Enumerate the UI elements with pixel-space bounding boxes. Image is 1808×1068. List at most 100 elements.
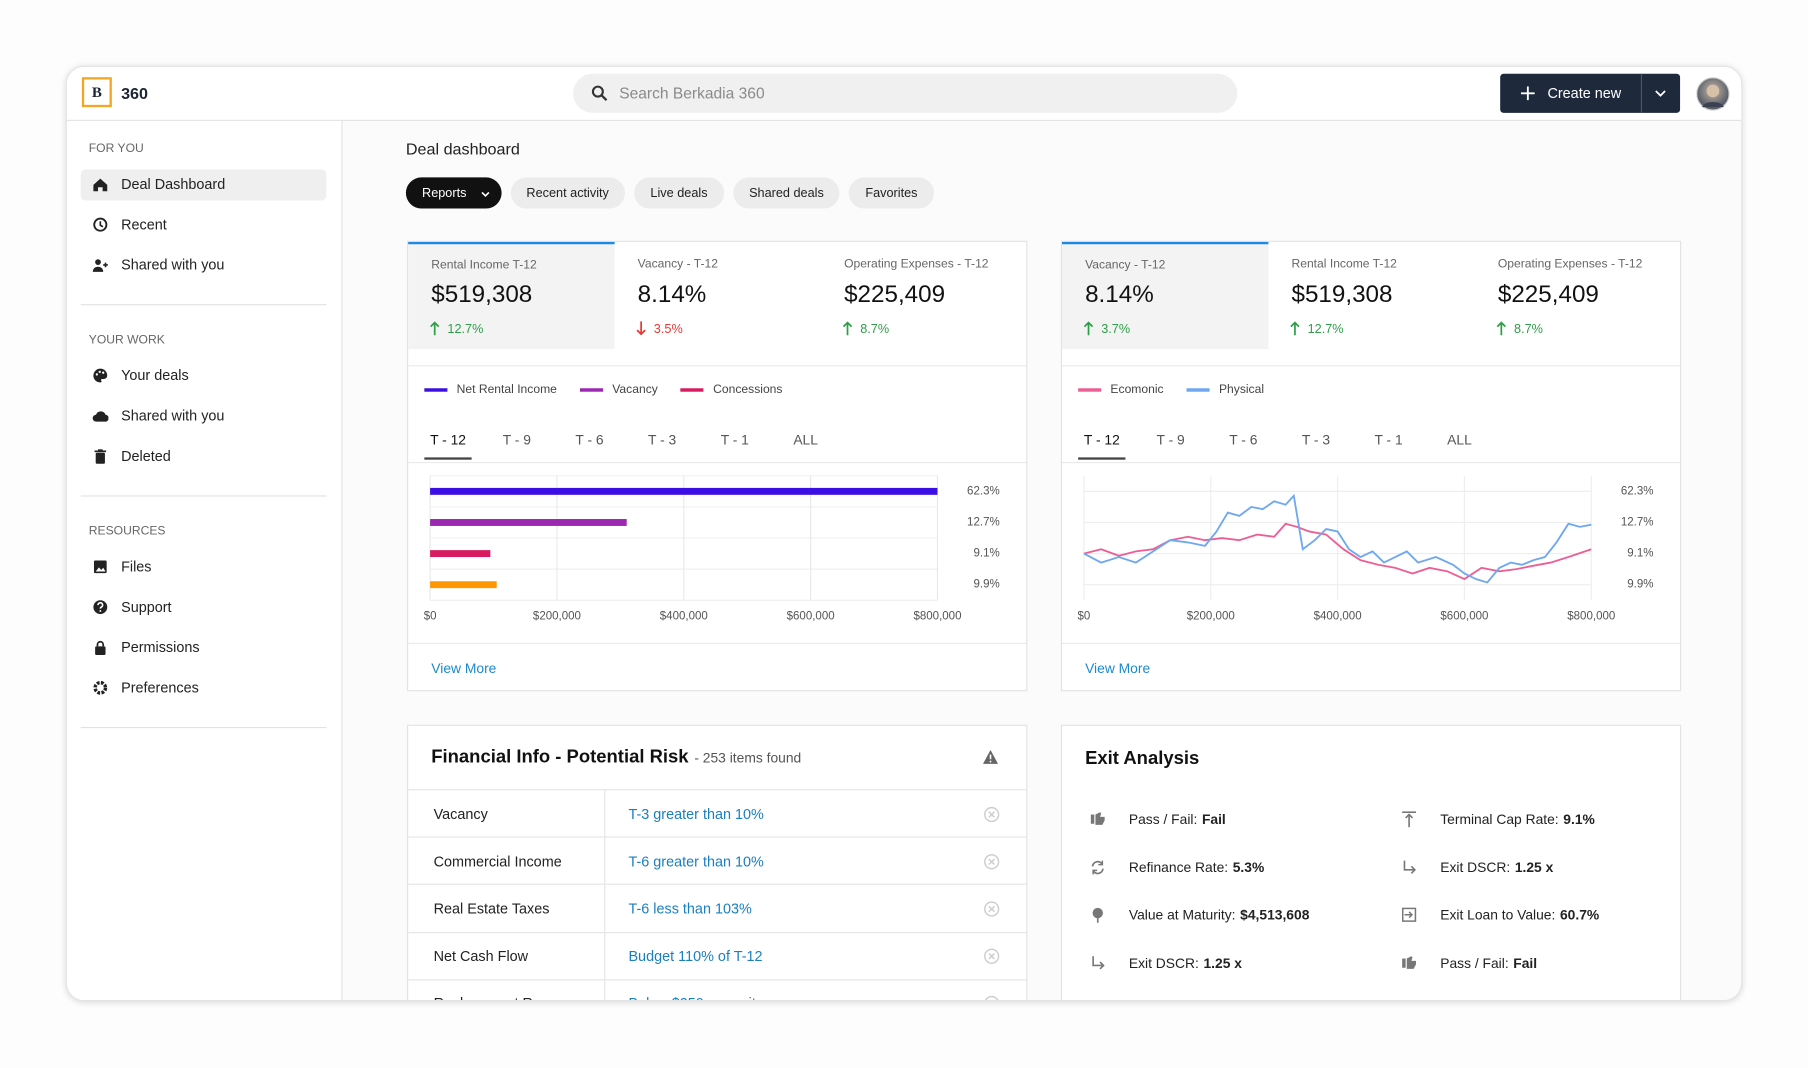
period-tab[interactable]: ALL	[793, 432, 818, 449]
kpi-cell: Vacancy - T-12 8.14% 3.5%	[615, 242, 821, 349]
period-tab[interactable]: T - 6	[1229, 432, 1258, 449]
legend: Ecomonic Physical	[1078, 381, 1264, 397]
app-window: B 360 Search Berkadia 360 Create new Dea…	[65, 65, 1743, 1002]
nav-label: Preferences	[121, 679, 199, 696]
nav-item[interactable]: Files	[81, 551, 327, 582]
period-tab[interactable]: T - 3	[1301, 432, 1331, 449]
nav-item[interactable]: Shared with you	[81, 400, 327, 431]
exit-value: Fail	[1201, 811, 1226, 828]
exit-icon	[1091, 860, 1104, 875]
period-tab[interactable]: T - 12	[430, 432, 466, 449]
legend-swatch	[680, 387, 704, 392]
period-tab[interactable]: T - 9	[1156, 432, 1185, 449]
exit-label: Value at Maturity:	[1128, 907, 1236, 924]
trend-arrow	[636, 321, 646, 336]
nav-item[interactable]: Deleted	[81, 441, 327, 472]
nav-label: Support	[121, 599, 172, 616]
risk-rule[interactable]: T-3 greater than 10%	[628, 805, 764, 823]
divider	[1062, 365, 1681, 367]
exit-value: 5.3%	[1232, 859, 1265, 876]
filter-chip[interactable]: Recent activity	[510, 177, 626, 209]
risk-rule[interactable]: T-6 greater than 10%	[628, 853, 764, 870]
nav-label: Deal Dashboard	[121, 176, 226, 193]
period-tab[interactable]: ALL	[1447, 432, 1472, 449]
period-tab[interactable]: T - 3	[648, 432, 677, 449]
exit-label: Pass / Fail:	[1128, 811, 1198, 828]
nav-icon	[95, 640, 106, 655]
legend-label: Ecomonic	[1110, 382, 1164, 397]
nav-label: Your deals	[121, 367, 189, 384]
create-label: Create new	[1547, 85, 1622, 102]
legend: Net Rental Income Vacancy Concessions	[424, 381, 782, 397]
nav-item[interactable]: Permissions	[81, 632, 327, 663]
exit-icon	[1092, 956, 1105, 970]
kpi-cell: Operating Expenses - T-12 $225,409 8.7%	[1475, 242, 1681, 349]
divider	[408, 365, 1027, 367]
nav-item[interactable]: Recent	[81, 209, 327, 240]
period-tab[interactable]: T - 6	[575, 432, 604, 449]
divider	[80, 726, 327, 729]
view-more-link[interactable]: View More	[1085, 660, 1151, 677]
product-name: 360	[121, 84, 149, 103]
chip-label: Recent activity	[526, 186, 609, 200]
period-tabs: T - 12 T - 9 T - 6 T - 3 T - 1 ALL	[430, 430, 866, 451]
exit-label: Exit DSCR:	[1440, 859, 1511, 876]
divider	[80, 304, 327, 306]
kpi-label: Rental Income T-12	[1291, 256, 1397, 271]
avatar[interactable]	[1696, 77, 1730, 111]
column-divider	[604, 932, 606, 980]
dismiss-icon	[984, 853, 1000, 870]
exit-icon	[1092, 908, 1103, 924]
nav-icon	[93, 560, 107, 574]
chip-label: Favorites	[865, 186, 918, 200]
kpi-change: 12.7%	[447, 322, 484, 337]
filter-chip[interactable]: Shared deals	[732, 177, 840, 209]
exit-item: Terminal Cap Rate: 9.1%	[1440, 811, 1595, 827]
create-button[interactable]: Create new	[1500, 73, 1681, 113]
period-tab[interactable]: T - 9	[502, 432, 531, 449]
exit-icon	[1401, 908, 1417, 923]
logo[interactable]: B	[81, 77, 112, 108]
sidebar	[66, 120, 343, 1001]
period-tab[interactable]: T - 12	[1083, 432, 1120, 449]
exit-icon	[1090, 812, 1105, 825]
nav-item[interactable]: Support	[81, 592, 327, 623]
legend-label: Physical	[1218, 382, 1265, 397]
legend-swatch	[424, 387, 448, 392]
legend-label: Concessions	[713, 382, 783, 397]
filter-chip[interactable]: Live deals	[634, 177, 724, 209]
exit-item: Exit DSCR: 1.25 x	[1440, 859, 1553, 875]
kpi-change: 3.7%	[1101, 322, 1131, 337]
risk-metric: Commercial Income	[433, 853, 562, 870]
tab-underline	[1078, 457, 1126, 460]
risk-rule[interactable]: Below $250 per unit	[628, 996, 755, 1000]
nav-item[interactable]: Your deals	[81, 360, 327, 391]
exit-value: 9.1%	[1563, 811, 1595, 828]
filter-chip[interactable]: Favorites	[849, 177, 934, 209]
dismiss-icon	[984, 806, 1000, 822]
nav-item[interactable]: Preferences	[81, 672, 327, 703]
view-more-link[interactable]: View More	[431, 660, 497, 677]
nav-item[interactable]: Shared with you	[81, 249, 327, 280]
risk-row: Vacancy T-3 greater than 10%	[408, 789, 1027, 838]
trend-arrow	[1496, 321, 1506, 336]
chevron-icon[interactable]	[1655, 90, 1667, 98]
risk-rule[interactable]: Budget 110% of T-12	[628, 948, 763, 965]
period-tab[interactable]: T - 1	[1374, 432, 1403, 449]
column-divider	[604, 885, 606, 933]
chip-label: Live deals	[650, 186, 708, 200]
exit-value: Fail	[1513, 955, 1538, 972]
search-icon	[591, 85, 608, 102]
nav-label: Permissions	[121, 639, 200, 656]
kpi-label: Operating Expenses - T-12	[844, 256, 989, 271]
period-tab[interactable]: T - 1	[720, 432, 749, 449]
risk-rule[interactable]: T-6 less than 103%	[628, 900, 752, 917]
chip-chevron	[481, 191, 490, 197]
filter-chip[interactable]: Reports	[405, 177, 502, 209]
kpi-label: Vacancy - T-12	[637, 256, 718, 271]
exit-item: Refinance Rate: 5.3%	[1129, 859, 1264, 875]
trend-arrow	[1083, 321, 1094, 336]
nav-item[interactable]: Deal Dashboard	[80, 168, 327, 200]
search-box[interactable]: Search Berkadia 360	[573, 73, 1238, 113]
nav-icon	[93, 217, 108, 232]
